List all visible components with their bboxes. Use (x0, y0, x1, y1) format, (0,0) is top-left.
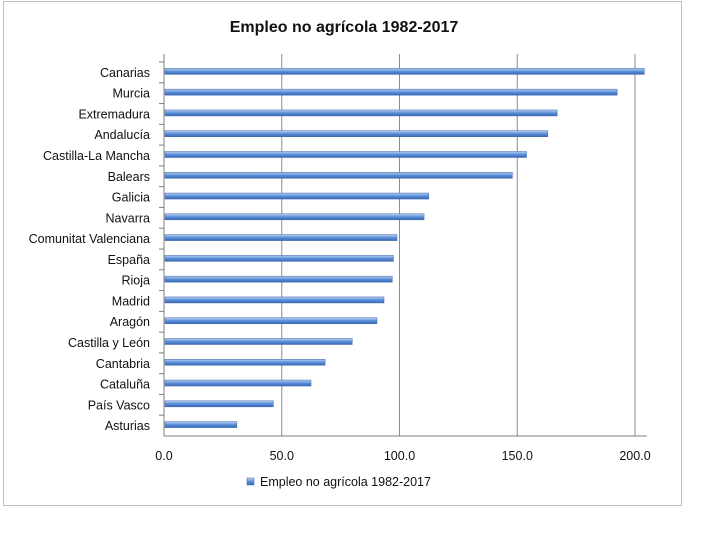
x-tick-label: 150.0 (502, 449, 533, 463)
bar (164, 68, 645, 75)
legend-swatch (246, 477, 255, 486)
bar (164, 109, 558, 117)
plot-area: 0.0 50.0 100.0 150.0 200.0 Canarias Murcia Extr… (29, 54, 651, 463)
category-label: Rioja (122, 274, 151, 288)
category-label: Cataluña (100, 378, 150, 392)
bar (164, 400, 274, 408)
category-label: País Vasco (88, 398, 150, 412)
category-label: España (108, 253, 150, 267)
bar (164, 130, 548, 137)
category-label: Murcia (112, 87, 150, 101)
category-label: Aragón (110, 315, 150, 329)
x-tick-label: 0.0 (155, 449, 172, 463)
x-tick-label: 50.0 (270, 449, 294, 463)
bar (164, 338, 353, 345)
category-label: Asturias (105, 419, 150, 433)
bar (164, 255, 394, 262)
bar (164, 213, 425, 221)
bar (164, 88, 618, 96)
chart-title: Empleo no agrícola 1982-2017 (230, 19, 459, 36)
category-label: Comunitat Valenciana (29, 232, 150, 246)
chart-svg: Empleo no agrícola 1982-2017 0.0 50.0 100.… (29, 19, 651, 489)
chart-frame: Empleo no agrícola 1982-2017 0.0 50.0 100.… (3, 1, 682, 506)
bar (164, 151, 527, 158)
legend-label: Empleo no agrícola 1982-2017 (260, 475, 431, 489)
category-label: Extremadura (78, 107, 150, 121)
x-tick-label: 200.0 (619, 449, 650, 463)
category-label: Madrid (112, 294, 150, 308)
bar (164, 379, 312, 387)
bar (164, 296, 385, 304)
legend: Empleo no agrícola 1982-2017 (246, 475, 431, 489)
category-label: Cantabria (96, 357, 150, 371)
category-label: Canarias (100, 66, 150, 80)
bar (164, 234, 398, 241)
bar (164, 275, 393, 283)
category-label: Balears (108, 170, 150, 184)
bar (164, 421, 238, 428)
category-label: Castilla-La Mancha (43, 149, 150, 163)
bar (164, 359, 326, 366)
category-label: Castilla y León (68, 336, 150, 350)
bar (164, 172, 513, 179)
category-label: Navarra (106, 211, 151, 225)
bar (164, 192, 430, 200)
bar (164, 317, 378, 324)
x-tick-label: 100.0 (384, 449, 415, 463)
category-label: Andalucía (94, 128, 150, 142)
category-label: Galicia (112, 191, 150, 205)
